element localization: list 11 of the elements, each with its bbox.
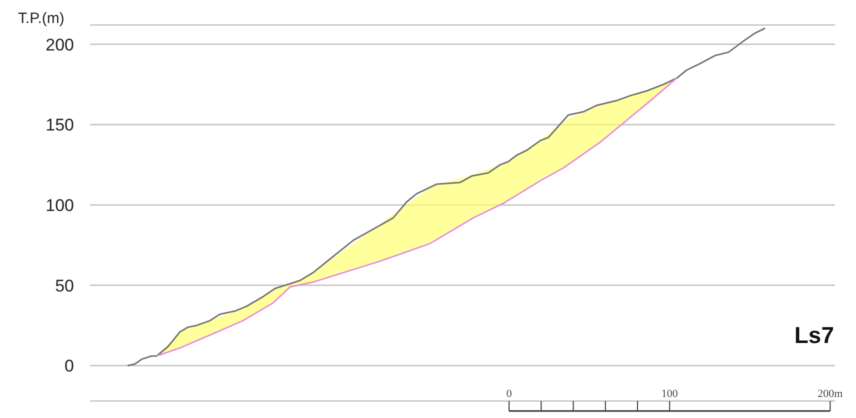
y-tick-label: 200 [46, 35, 74, 54]
y-tick-label: 50 [55, 276, 74, 296]
line-series [126, 27, 766, 366]
y-axis-title: T.P.(m) [18, 10, 64, 27]
x-tick-label: 200m [818, 388, 844, 400]
y-tick-label: 100 [46, 196, 74, 215]
y-tick-label: 0 [64, 356, 74, 376]
x-tick-label: 100 [661, 388, 678, 400]
y-tick-label: 150 [46, 116, 74, 135]
annotation: Ls7 [794, 322, 834, 349]
x-tick-label: 0 [506, 388, 512, 400]
